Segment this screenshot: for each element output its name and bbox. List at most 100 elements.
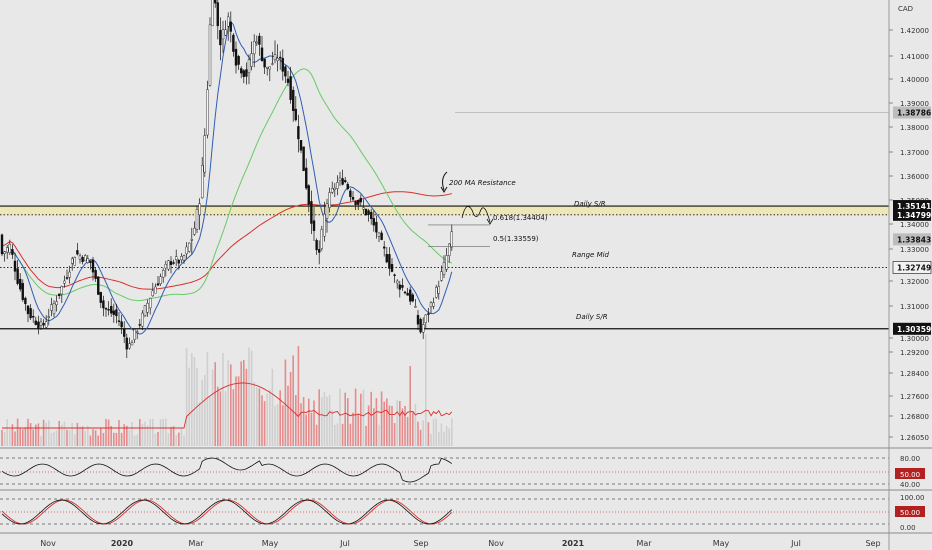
volume-bar: [373, 408, 375, 446]
candle-body: [398, 284, 401, 290]
x-tick-label: Jul: [339, 539, 350, 548]
candle-body: [255, 41, 259, 44]
candle-body: [263, 58, 266, 68]
candle-body: [351, 197, 355, 200]
candle-body: [135, 331, 139, 334]
volume-bar: [328, 394, 331, 446]
y-tick-label: 1.29200: [900, 349, 929, 357]
candle-body: [172, 262, 175, 264]
price-tag-label: 1.34799: [897, 211, 931, 220]
candle-body: [5, 247, 9, 253]
volume-bar: [256, 387, 258, 446]
candle-body: [305, 167, 308, 189]
volume-bar: [6, 419, 8, 446]
volume-bar: [438, 431, 440, 446]
volume-bar: [139, 418, 141, 446]
candle-body: [193, 227, 196, 235]
y-tick-label: 1.41000: [900, 53, 929, 61]
candle-body: [200, 165, 204, 199]
volume-bar: [357, 414, 359, 446]
candle-body: [409, 289, 412, 302]
candle-body: [60, 286, 63, 295]
volume-bar: [68, 430, 71, 446]
candle-body: [370, 211, 373, 219]
volume-bar: [396, 400, 398, 446]
candle-body: [318, 249, 321, 253]
price-tag-label: 1.33843: [897, 235, 931, 244]
volume-bar: [50, 433, 53, 446]
candle-body: [247, 59, 251, 73]
volume-bar: [435, 418, 437, 446]
down-arrow-icon: [442, 171, 448, 191]
candle-body: [258, 35, 261, 45]
candle-body: [429, 302, 433, 308]
candle-body: [286, 78, 290, 83]
volume-bar: [297, 346, 300, 446]
volume-bar: [35, 424, 37, 446]
volume-bar: [370, 391, 372, 446]
candle-body: [130, 342, 134, 346]
candle-body: [422, 324, 425, 333]
volume-ma-line: [2, 382, 453, 429]
y-tick-label: 1.37000: [900, 149, 929, 157]
volume-bar: [16, 418, 19, 446]
volume-bar: [224, 391, 227, 446]
stoch-50-tag: [895, 506, 925, 517]
volume-bar: [162, 418, 164, 446]
volume-bar: [141, 423, 144, 446]
candle-body: [307, 185, 310, 205]
volume-bar: [269, 389, 271, 446]
time-axis[interactable]: Nov 2020 Mar May Jul Sep Nov 2021 Mar May Jul Sep: [40, 539, 880, 548]
volume-bar: [48, 420, 50, 446]
volume-bar: [188, 367, 190, 446]
volume-bar: [227, 360, 229, 446]
candle-body: [364, 208, 368, 216]
volume-bar: [40, 435, 42, 446]
volume-bar: [274, 405, 276, 446]
volume-bar: [170, 427, 172, 446]
candle-body: [250, 53, 253, 67]
ma-200-line: [1, 191, 452, 290]
price-tag-label: 1.35141: [897, 202, 931, 211]
volume-bar: [131, 422, 133, 446]
arrow-head-icon: [440, 186, 448, 193]
volume-bar: [185, 348, 188, 446]
volume-bar: [204, 375, 206, 446]
volume-bar: [240, 361, 242, 446]
volume-bar: [45, 422, 47, 446]
candle-body: [68, 271, 71, 278]
candle-body: [281, 58, 284, 72]
x-tick-label: May: [713, 539, 730, 548]
candle-body: [115, 309, 118, 317]
y-tick-label: 1.42000: [900, 27, 929, 35]
candle-body: [58, 293, 61, 296]
volume-bar: [53, 431, 55, 446]
volume-bar: [232, 389, 235, 446]
candle-body: [427, 313, 430, 315]
candle-body: [419, 318, 422, 333]
volume-bar: [209, 396, 211, 446]
volume-bar: [380, 391, 383, 446]
volume-bar: [388, 405, 391, 446]
price-axis[interactable]: 1.42000 1.41000 1.40000 1.39000 1.38000 1.370…: [889, 27, 929, 442]
candle-body: [271, 63, 274, 65]
ma-fast-line: [1, 20, 453, 335]
volume-bar: [180, 428, 183, 446]
volume-bar: [32, 429, 34, 446]
candle-body: [73, 257, 77, 266]
volume-bar: [399, 401, 401, 446]
candle-body: [328, 192, 331, 208]
candle-body: [385, 254, 388, 263]
volume-bar: [152, 418, 154, 446]
candle-body: [245, 69, 248, 77]
volume-bar: [126, 425, 128, 446]
volume-bar: [157, 431, 159, 446]
volume-bar: [248, 347, 250, 446]
candle-body: [279, 56, 282, 59]
candle-body: [177, 259, 181, 264]
volume-bar: [87, 425, 89, 446]
candle-body: [432, 302, 435, 307]
candle-body: [164, 264, 168, 269]
volume-bar: [19, 428, 21, 446]
